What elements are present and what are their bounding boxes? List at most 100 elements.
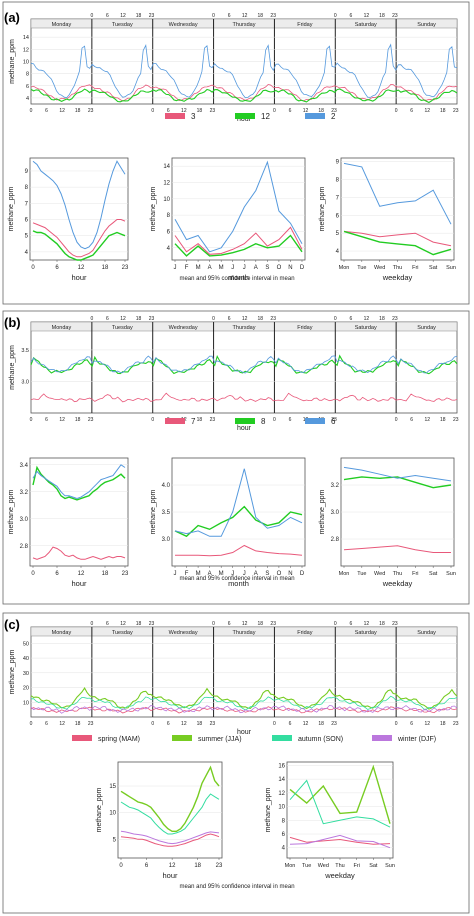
x-tick-label: 12 bbox=[169, 863, 176, 869]
y-tick-label: 20 bbox=[23, 686, 29, 692]
y-tick-label: 3.2 bbox=[20, 490, 29, 496]
x-tick-label: Wed bbox=[318, 863, 329, 869]
x-tick-label: O bbox=[277, 265, 282, 271]
y-tick-label: 4 bbox=[26, 96, 29, 102]
y-tick-label: 12 bbox=[278, 791, 285, 797]
top-tick-label: 6 bbox=[106, 621, 109, 627]
y-axis-label: methane_ppm bbox=[9, 649, 16, 694]
bottom-tick-label: 0 bbox=[151, 108, 154, 114]
x-tick-label: J bbox=[231, 265, 234, 271]
y-tick-label: 14 bbox=[163, 164, 170, 170]
legend-swatch bbox=[372, 735, 392, 741]
x-tick-label: Sun bbox=[385, 863, 395, 869]
x-tick-label: Thu bbox=[335, 863, 344, 869]
legend-label: spring (MAM) bbox=[98, 736, 140, 743]
x-tick-label: 23 bbox=[122, 265, 129, 271]
top-tick-label: 18 bbox=[257, 13, 263, 19]
sub-series-line bbox=[32, 464, 126, 500]
x-tick-label: 6 bbox=[55, 571, 59, 577]
top-tick-label: 18 bbox=[136, 13, 142, 19]
sub-series-line bbox=[289, 779, 391, 828]
top-tick-label: 0 bbox=[334, 621, 337, 627]
x-tick-label: Wed bbox=[374, 265, 385, 271]
top-tick-label: 6 bbox=[349, 621, 352, 627]
top-tick-label: 18 bbox=[136, 316, 142, 322]
top-tick-label: 0 bbox=[90, 13, 93, 19]
x-tick-label: Wed bbox=[374, 571, 385, 577]
y-tick-label: 4 bbox=[167, 246, 171, 252]
bottom-tick-label: 12 bbox=[181, 108, 187, 114]
sub-series-line bbox=[32, 546, 126, 560]
legend-swatch bbox=[165, 113, 185, 119]
x-tick-label: J bbox=[243, 265, 246, 271]
x-tick-label: A bbox=[208, 265, 212, 271]
top-tick-label: 12 bbox=[242, 13, 248, 19]
legend-label: summer (JJA) bbox=[198, 736, 242, 743]
y-axis-label: methane_ppm bbox=[9, 345, 16, 390]
day-label: Tuesday bbox=[112, 630, 133, 636]
top-tick-label: 18 bbox=[257, 621, 263, 627]
y-tick-label: 10 bbox=[23, 59, 29, 65]
x-tick-label: J bbox=[174, 571, 177, 577]
day-label: Friday bbox=[297, 325, 313, 331]
x-tick-label: D bbox=[300, 265, 305, 271]
sub-series-line bbox=[32, 230, 126, 261]
x-axis-label: weekday bbox=[382, 579, 413, 588]
sub-series-line bbox=[175, 544, 303, 557]
bottom-tick-label: 0 bbox=[30, 417, 33, 423]
sub-plot-month bbox=[171, 157, 306, 261]
day-label: Sunday bbox=[417, 630, 436, 636]
legend-swatch bbox=[272, 735, 292, 741]
bottom-tick-label: 18 bbox=[318, 108, 324, 114]
x-axis-label: hour bbox=[237, 116, 252, 123]
sub-series-line bbox=[343, 466, 452, 482]
x-axis-label: month bbox=[228, 579, 249, 588]
x-tick-label: Mon bbox=[285, 863, 296, 869]
y-tick-label: 30 bbox=[23, 671, 29, 677]
y-tick-label: 9 bbox=[336, 160, 340, 166]
y-tick-label: 7 bbox=[25, 201, 29, 207]
y-tick-label: 8 bbox=[167, 213, 171, 219]
y-tick-label: 6 bbox=[167, 229, 171, 235]
x-tick-label: M bbox=[196, 571, 201, 577]
day-label: Monday bbox=[52, 630, 72, 636]
top-tick-label: 12 bbox=[364, 316, 370, 322]
day-label: Tuesday bbox=[112, 22, 133, 28]
x-tick-label: F bbox=[185, 571, 189, 577]
bottom-tick-label: 0 bbox=[395, 108, 398, 114]
panel-frame bbox=[2, 310, 470, 605]
y-axis-label: methane_ppm bbox=[319, 186, 326, 231]
main-series-line bbox=[30, 354, 458, 375]
x-tick-label: 12 bbox=[78, 571, 85, 577]
x-tick-label: J bbox=[231, 571, 234, 577]
top-tick-label: 0 bbox=[212, 621, 215, 627]
y-tick-label: 50 bbox=[23, 641, 29, 647]
y-tick-label: 8 bbox=[26, 72, 29, 78]
x-tick-label: 0 bbox=[31, 265, 35, 271]
top-tick-label: 6 bbox=[228, 316, 231, 322]
y-tick-label: 16 bbox=[278, 763, 285, 769]
top-tick-label: 12 bbox=[242, 621, 248, 627]
day-label: Monday bbox=[52, 22, 72, 28]
sub-series-line bbox=[174, 160, 303, 253]
top-tick-label: 12 bbox=[364, 13, 370, 19]
sub-series-line bbox=[289, 834, 391, 849]
bottom-tick-label: 18 bbox=[75, 417, 81, 423]
x-tick-label: 23 bbox=[216, 863, 223, 869]
y-axis-label: methane_ppm bbox=[9, 39, 16, 84]
legend-label: 2 bbox=[331, 112, 336, 121]
top-tick-label: 0 bbox=[212, 316, 215, 322]
x-tick-label: 18 bbox=[194, 863, 201, 869]
top-tick-label: 23 bbox=[149, 621, 155, 627]
y-tick-label: 2.8 bbox=[20, 544, 29, 550]
top-tick-label: 23 bbox=[392, 316, 398, 322]
bottom-tick-label: 0 bbox=[273, 417, 276, 423]
day-label: Wednesday bbox=[169, 325, 198, 331]
x-tick-label: 6 bbox=[55, 265, 59, 271]
top-tick-label: 23 bbox=[270, 316, 276, 322]
y-tick-label: 4 bbox=[282, 846, 286, 852]
bottom-tick-label: 6 bbox=[289, 108, 292, 114]
bottom-tick-label: 6 bbox=[45, 721, 48, 727]
sub-series-line bbox=[120, 793, 220, 835]
day-label: Thursday bbox=[233, 22, 256, 28]
